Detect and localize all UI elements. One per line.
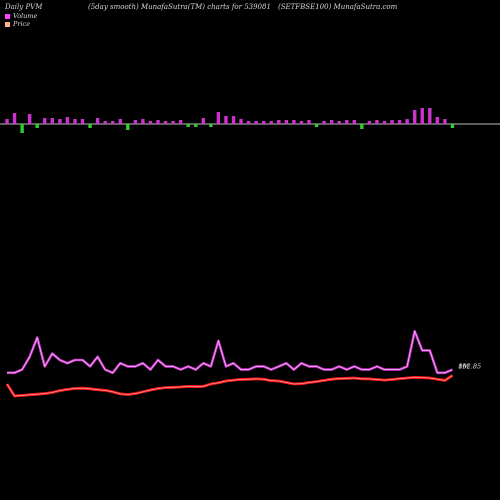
volume-bar xyxy=(345,120,349,124)
volume-bar xyxy=(405,119,409,124)
volume-bar xyxy=(420,108,424,124)
volume-bar xyxy=(322,121,326,124)
volume-bar xyxy=(413,110,417,124)
volume-end-label: 0M xyxy=(458,363,469,371)
volume-bar xyxy=(148,121,153,124)
volume-bar xyxy=(80,119,85,124)
volume-bar xyxy=(428,108,432,124)
volume-bar xyxy=(224,116,228,124)
volume-bar xyxy=(314,124,319,127)
volume-bar xyxy=(141,119,145,124)
volume-bar xyxy=(126,124,130,130)
chart-header-right: (SETFBSE100) MunafaSutra.com xyxy=(278,3,398,11)
volume-bar xyxy=(231,116,236,124)
volume-bar xyxy=(5,119,9,124)
volume-bar xyxy=(111,121,115,124)
volume-bar xyxy=(390,120,394,124)
price-line xyxy=(5,374,454,398)
volume-bar xyxy=(65,117,70,124)
price-line-highlight xyxy=(6,375,453,397)
volume-bar xyxy=(133,120,138,124)
volume-bar xyxy=(88,124,92,128)
volume-bar xyxy=(352,120,356,124)
volume-bar xyxy=(201,118,205,124)
volume-bar xyxy=(58,119,62,124)
volume-line-highlight xyxy=(7,330,453,374)
volume-bar xyxy=(277,120,281,124)
volume-bar xyxy=(27,114,32,124)
volume-bar xyxy=(367,121,372,124)
volume-bar xyxy=(73,119,77,124)
volume-bar xyxy=(397,120,402,124)
legend-price-label: Price xyxy=(13,20,31,28)
volume-line xyxy=(7,329,453,375)
volume-bar xyxy=(178,120,183,124)
volume-bar xyxy=(443,119,447,124)
volume-bar xyxy=(307,120,311,124)
volume-bar xyxy=(156,120,160,124)
volume-bar xyxy=(254,121,258,124)
legend-volume: Volume xyxy=(5,12,37,20)
volume-bar xyxy=(12,113,17,124)
volume-bar xyxy=(360,124,364,129)
volume-bar xyxy=(50,118,54,124)
volume-bar xyxy=(171,121,175,124)
volume-bar xyxy=(269,121,273,124)
legend-volume-swatch xyxy=(5,13,10,19)
volume-bar xyxy=(329,120,334,124)
volume-bar xyxy=(284,120,289,124)
volume-bar xyxy=(299,121,304,124)
chart-header-center: (5day smooth) MunafaSutra(TM) charts for… xyxy=(88,3,271,11)
volume-bar xyxy=(43,118,47,124)
volume-bar xyxy=(95,118,100,124)
chart-header-left: Daily PVM xyxy=(5,3,43,11)
volume-bar xyxy=(20,124,24,133)
volume-bar xyxy=(216,112,221,124)
volume-bar xyxy=(35,124,39,128)
volume-bar xyxy=(450,124,455,128)
volume-bar xyxy=(103,121,107,124)
volume-bar xyxy=(118,119,122,124)
volume-bar xyxy=(262,121,266,124)
legend-volume-label: Volume xyxy=(13,12,38,20)
volume-bar xyxy=(246,121,251,124)
volume-bar xyxy=(194,124,198,127)
volume-bar xyxy=(186,124,190,127)
volume-bar xyxy=(435,117,440,124)
volume-bar xyxy=(382,121,387,124)
volume-bar xyxy=(375,120,379,124)
volume-bar xyxy=(292,120,296,124)
volume-bar xyxy=(337,121,341,124)
volume-bar xyxy=(239,119,243,124)
legend-price-swatch xyxy=(5,21,10,27)
volume-bar xyxy=(209,124,213,127)
legend-price: Price xyxy=(5,20,30,28)
volume-bar xyxy=(163,121,168,124)
price-end-label: 102.85 xyxy=(458,363,481,371)
